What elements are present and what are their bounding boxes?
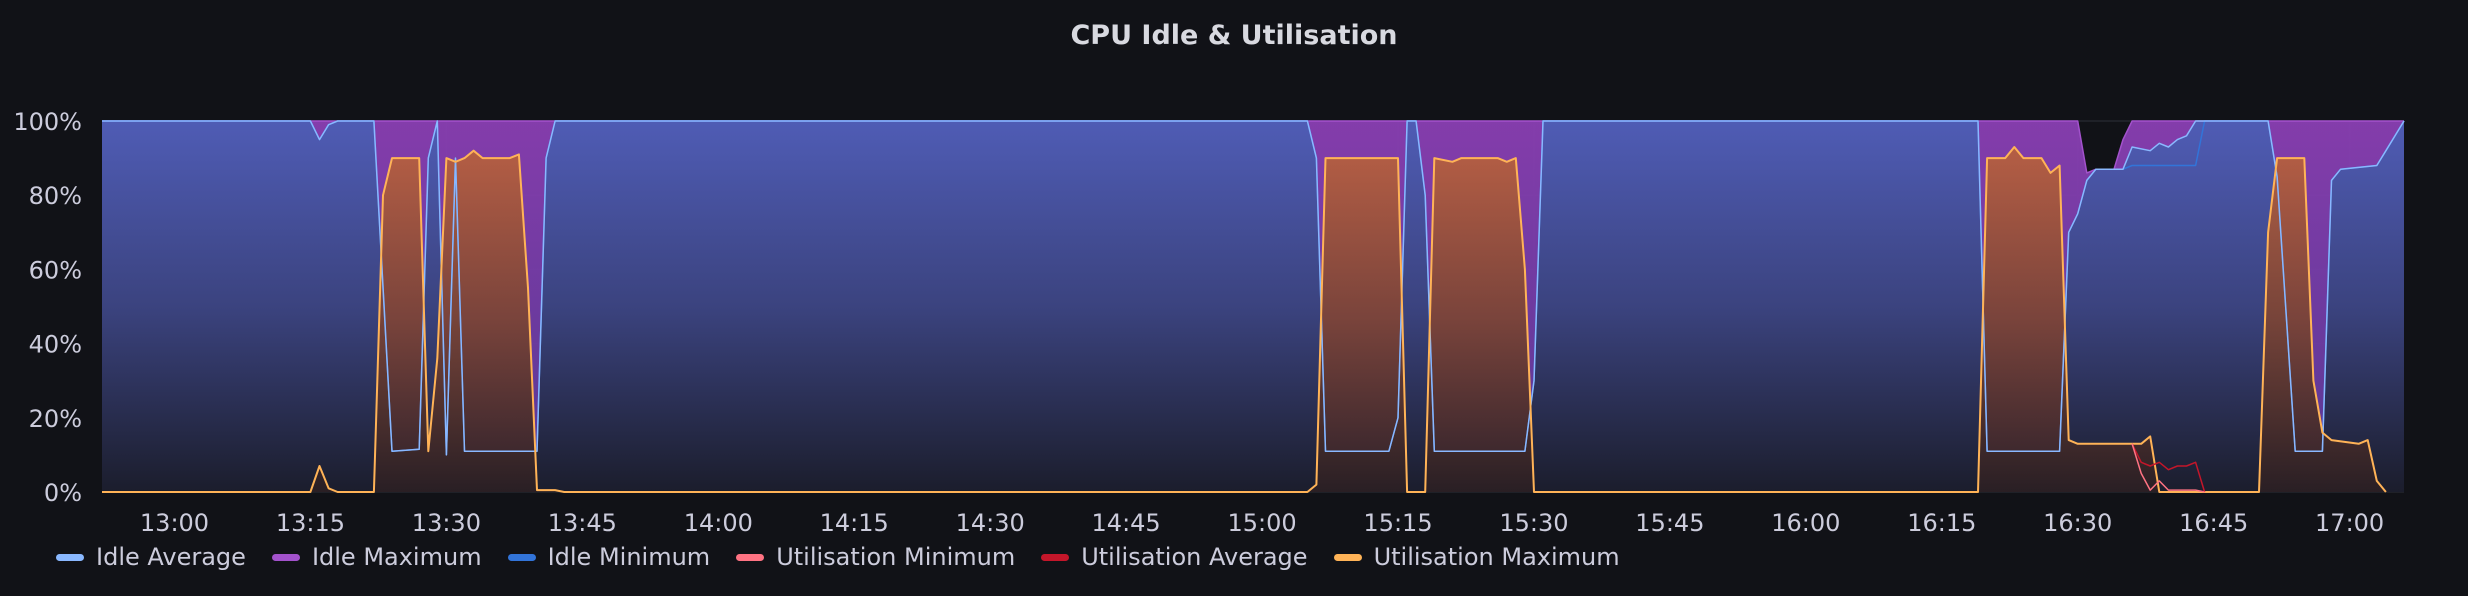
legend-label: Idle Average — [96, 543, 246, 571]
x-tick-label: 13:15 — [276, 509, 345, 537]
x-tick-label: 15:45 — [1635, 509, 1704, 537]
x-tick-label: 16:45 — [2179, 509, 2248, 537]
y-tick-label: 20% — [29, 405, 82, 433]
legend-item-idle-maximum[interactable]: Idle Maximum — [271, 543, 482, 571]
chart-title: CPU Idle & Utilisation — [1070, 20, 1398, 51]
legend-item-utilisation-minimum[interactable]: Utilisation Minimum — [736, 543, 1015, 571]
idle-average-line — [102, 120, 2405, 456]
x-tick-label: 14:15 — [820, 509, 889, 537]
legend-item-idle-minimum[interactable]: Idle Minimum — [507, 543, 711, 571]
legend-swatch — [507, 553, 536, 561]
y-tick-label: 40% — [29, 331, 82, 359]
legend-swatch — [1041, 553, 1070, 561]
legend-item-utilisation-maximum[interactable]: Utilisation Maximum — [1333, 543, 1620, 571]
x-tick-label: 14:30 — [956, 509, 1025, 537]
legend-label: Idle Maximum — [311, 543, 482, 571]
legend-swatch — [1333, 553, 1362, 561]
x-tick-label: 16:15 — [1907, 509, 1976, 537]
x-tick-label: 15:30 — [1499, 509, 1568, 537]
legend-label: Idle Minimum — [547, 543, 711, 571]
utilisation-maximum-line — [102, 146, 2387, 493]
x-tick-label: 16:30 — [2043, 509, 2112, 537]
x-tick-label: 13:45 — [548, 509, 617, 537]
utilisation-average-line — [2131, 443, 2206, 493]
y-tick-label: 0% — [44, 479, 82, 507]
legend-label: Utilisation Minimum — [776, 543, 1016, 571]
idle-average-area — [102, 121, 2404, 492]
legend-label: Utilisation Maximum — [1373, 543, 1620, 571]
legend-swatch — [736, 553, 765, 561]
x-tick-label: 14:00 — [684, 509, 753, 537]
y-tick-label: 100% — [13, 108, 82, 136]
x-tick-label: 14:45 — [1092, 509, 1161, 537]
x-tick-label: 13:00 — [140, 509, 209, 537]
legend-item-utilisation-average[interactable]: Utilisation Average — [1041, 543, 1308, 571]
x-tick-label: 15:00 — [1227, 509, 1296, 537]
utilisation-minimum-line — [2131, 443, 2205, 493]
y-tick-label: 60% — [29, 256, 82, 284]
x-tick-label: 15:15 — [1363, 509, 1432, 537]
legend-swatch — [271, 553, 300, 561]
legend-swatch — [56, 553, 84, 561]
legend-item-idle-average[interactable]: Idle Average — [56, 543, 246, 571]
y-tick-label: 80% — [29, 182, 82, 210]
x-tick-label: 16:00 — [1771, 509, 1840, 537]
x-tick-label: 17:00 — [2315, 509, 2384, 537]
x-tick-label: 13:30 — [412, 509, 481, 537]
legend-label: Utilisation Average — [1081, 543, 1308, 571]
legend: Idle Average Idle Maximum Idle Minimum Util… — [56, 543, 1620, 571]
